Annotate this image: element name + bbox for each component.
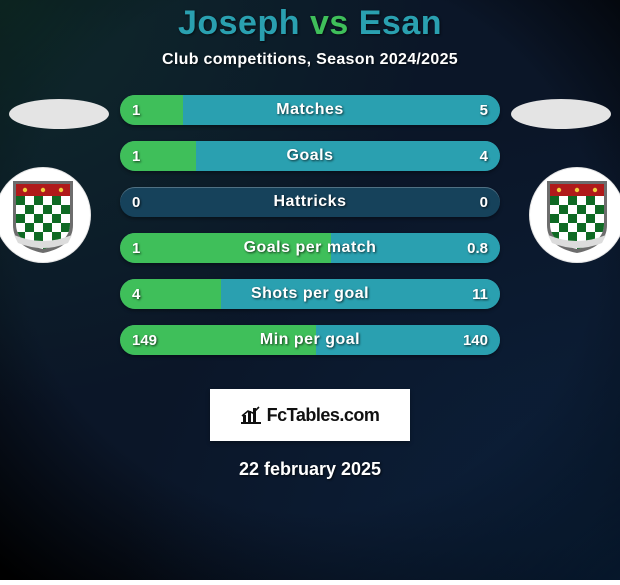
title-vs: vs [310,4,349,42]
stat-bar-row: 1 4 Goals [120,141,500,171]
stat-bar-row: 1 5 Matches [120,95,500,125]
page-title: Joseph vs Esan [0,4,620,43]
brand-text-fc: Fc [267,405,287,426]
subtitle: Club competitions, Season 2024/2025 [0,51,620,69]
bar-label: Matches [120,95,500,125]
comparison-arena: 1 5 Matches 1 4 Goals 0 0 Hattricks 1 0.… [0,95,620,375]
bar-label: Hattricks [120,187,500,217]
stat-bar-row: 1 0.8 Goals per match [120,233,500,263]
left-player-column [4,95,114,375]
right-player-ellipse-icon [511,99,611,129]
right-player-column [506,95,616,375]
title-player1: Joseph [178,4,300,42]
brand-text-rest: Tables.com [287,405,380,426]
bar-label: Goals [120,141,500,171]
left-player-ellipse-icon [9,99,109,129]
date-label: 22 february 2025 [0,459,620,480]
brand-text: FcTables.com [267,405,380,426]
chart-icon [241,406,261,429]
stat-bar-row: 149 140 Min per goal [120,325,500,355]
bar-label: Min per goal [120,325,500,355]
stat-bars: 1 5 Matches 1 4 Goals 0 0 Hattricks 1 0.… [120,95,500,371]
brand-box: FcTables.com [210,389,410,441]
title-player2: Esan [359,4,442,42]
left-player-crest [0,167,91,263]
right-player-crest [529,167,620,263]
stat-bar-row: 0 0 Hattricks [120,187,500,217]
bar-label: Goals per match [120,233,500,263]
bar-label: Shots per goal [120,279,500,309]
stat-bar-row: 4 11 Shots per goal [120,279,500,309]
